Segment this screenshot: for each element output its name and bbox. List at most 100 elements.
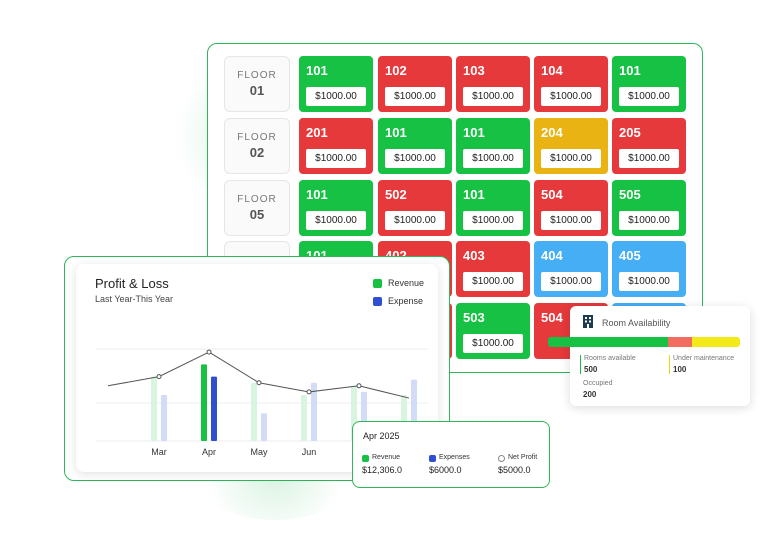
- stat-rooms-available: Rooms available 500: [580, 355, 636, 374]
- legend-revenue-label: Revenue: [388, 278, 425, 288]
- stat-under-maintenance-label: Under maintenance: [673, 355, 735, 362]
- room-number: 101: [306, 187, 328, 202]
- maintenance-segment: [668, 337, 692, 347]
- room-number: 502: [385, 187, 407, 202]
- room-price: $1000.00: [385, 149, 445, 168]
- room-tile[interactable]: 404 $1000.00: [534, 241, 608, 297]
- apr-summary-title: Apr 2025: [363, 431, 400, 441]
- stat-under-maintenance-value: 100: [673, 365, 687, 374]
- room-price: $1000.00: [619, 149, 679, 168]
- occupied-segment: [692, 337, 740, 347]
- room-tile[interactable]: 103 $1000.00: [456, 56, 530, 112]
- floor-label-cell: FLOOR 01: [224, 56, 290, 112]
- room-number: 101: [306, 63, 328, 78]
- stat-rooms-available-label: Rooms available: [584, 355, 636, 362]
- room-availability-title: Room Availability: [602, 318, 671, 328]
- room-price: $1000.00: [306, 211, 366, 230]
- room-tile[interactable]: 503 $1000.00: [456, 303, 530, 359]
- room-tile[interactable]: 405 $1000.00: [612, 241, 686, 297]
- room-number: 101: [385, 125, 407, 140]
- revenue-bar: [201, 364, 207, 441]
- expense-bar: [211, 376, 217, 441]
- room-tile[interactable]: 101 $1000.00: [299, 180, 373, 236]
- net-profit-point: [306, 389, 312, 395]
- room-price: $1000.00: [463, 272, 523, 291]
- room-tile[interactable]: 101 $1000.00: [299, 56, 373, 112]
- apr-revenue-label: Revenue: [372, 454, 401, 461]
- room-price: $1000.00: [619, 87, 679, 106]
- room-tile[interactable]: 101 $1000.00: [456, 118, 530, 174]
- revenue-swatch-icon: [373, 279, 382, 288]
- room-availability-card: Room Availability Rooms available 500 Un…: [548, 306, 750, 406]
- room-tile[interactable]: 201 $1000.00: [299, 118, 373, 174]
- room-number: 101: [463, 187, 485, 202]
- availability-bar: [548, 337, 740, 347]
- room-tile[interactable]: 403 $1000.00: [456, 241, 530, 297]
- green-square-icon: [362, 455, 369, 462]
- room-tile[interactable]: 104 $1000.00: [534, 56, 608, 112]
- blue-square-icon: [429, 455, 436, 462]
- room-number: 405: [619, 248, 641, 263]
- apr-revenue-value: $12,306.0: [362, 465, 403, 475]
- room-number: 503: [463, 310, 485, 325]
- expense-bar: [161, 395, 167, 441]
- room-number: 403: [463, 248, 485, 263]
- room-tile[interactable]: 205 $1000.00: [612, 118, 686, 174]
- apr-summary-card: Apr 2025 Revenue $12,306.0 Expenses $600…: [352, 421, 550, 488]
- stat-rooms-available-value: 500: [584, 365, 598, 374]
- room-price: $1000.00: [619, 211, 679, 230]
- room-tile[interactable]: 204 $1000.00: [534, 118, 608, 174]
- apr-expenses-label: Expenses: [439, 454, 470, 461]
- room-price: $1000.00: [306, 87, 366, 106]
- revenue-bar: [251, 382, 257, 441]
- x-tick-label: Jun: [302, 447, 317, 457]
- room-price: $1000.00: [541, 272, 601, 291]
- net-profit-point: [156, 374, 162, 380]
- net-profit-point: [356, 383, 362, 389]
- room-number: 102: [385, 63, 407, 78]
- room-price: $1000.00: [385, 211, 445, 230]
- room-number: 103: [463, 63, 485, 78]
- room-price: $1000.00: [306, 149, 366, 168]
- floor-label: FLOOR: [237, 132, 277, 143]
- apr-net-profit-value: $5000.0: [498, 465, 531, 475]
- floor-number: 05: [249, 207, 265, 222]
- room-number: 504: [541, 310, 563, 325]
- stat-occupied-label: Occupied: [583, 380, 613, 387]
- room-number: 505: [619, 187, 641, 202]
- stat-occupied-value: 200: [583, 390, 597, 399]
- room-tile[interactable]: 102 $1000.00: [378, 56, 452, 112]
- room-tile[interactable]: 502 $1000.00: [378, 180, 452, 236]
- room-number: 504: [541, 187, 563, 202]
- room-price: $1000.00: [463, 211, 523, 230]
- room-price: $1000.00: [541, 87, 601, 106]
- revenue-bar: [151, 376, 157, 441]
- floor-label-cell: FLOOR 02: [224, 118, 290, 174]
- floor-label: FLOOR: [237, 194, 277, 205]
- room-number: 204: [541, 125, 563, 140]
- room-tile[interactable]: 101 $1000.00: [378, 118, 452, 174]
- available-segment: [548, 337, 668, 347]
- gray-circle-icon: [498, 455, 505, 462]
- floor-label-cell: FLOOR 05: [224, 180, 290, 236]
- x-tick-label: Apr: [202, 447, 216, 457]
- apr-expenses-value: $6000.0: [429, 465, 462, 475]
- floor-label: FLOOR: [237, 70, 277, 81]
- stat-occupied: Occupied 200: [580, 380, 613, 399]
- room-price: $1000.00: [541, 211, 601, 230]
- x-tick-label: Mar: [151, 447, 167, 457]
- room-number: 205: [619, 125, 641, 140]
- apr-net-profit-label: Net Profit: [508, 454, 538, 461]
- revenue-bar: [301, 395, 307, 441]
- legend-expense-label: Expense: [388, 296, 424, 306]
- room-tile[interactable]: 504 $1000.00: [534, 180, 608, 236]
- room-tile[interactable]: 101 $1000.00: [612, 56, 686, 112]
- floor-number: 01: [249, 83, 265, 98]
- expense-bar: [311, 382, 317, 441]
- room-tile[interactable]: 101 $1000.00: [456, 180, 530, 236]
- profit-loss-title: Profit & Loss: [95, 276, 169, 291]
- expense-swatch-icon: [373, 297, 382, 306]
- room-price: $1000.00: [463, 334, 523, 353]
- room-price: $1000.00: [541, 149, 601, 168]
- room-tile[interactable]: 505 $1000.00: [612, 180, 686, 236]
